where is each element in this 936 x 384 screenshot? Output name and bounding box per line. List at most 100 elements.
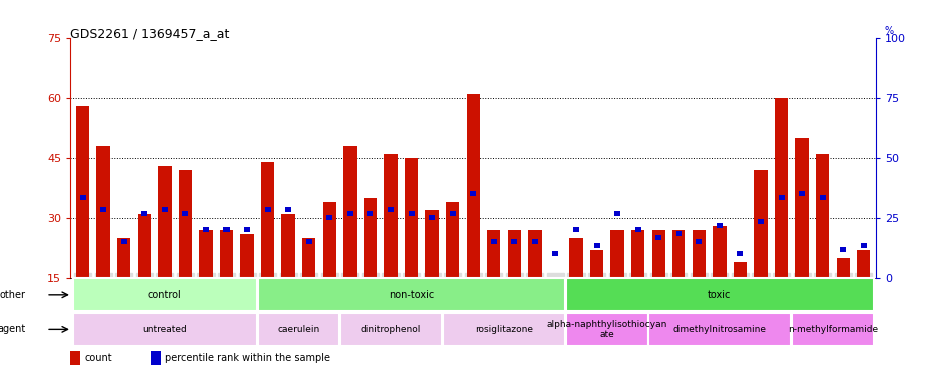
Bar [141,211,147,216]
Bar [791,313,872,346]
Bar [590,250,603,278]
Bar [408,211,414,216]
Bar [798,192,804,196]
Bar [695,239,702,244]
Bar [449,211,455,216]
Text: GDS2261 / 1369457_a_at: GDS2261 / 1369457_a_at [70,27,229,40]
Bar [367,211,373,216]
Bar [96,146,110,278]
Bar [490,239,496,244]
Bar [836,258,849,278]
Bar [592,243,599,248]
Bar [340,313,442,346]
Bar [162,207,168,212]
Bar [774,98,787,278]
Bar [326,215,332,220]
Bar [528,230,541,278]
Bar [737,251,742,256]
Bar [100,207,106,212]
Bar [388,207,393,212]
Bar [429,215,434,220]
Text: toxic: toxic [708,290,731,300]
Bar [257,313,339,346]
Bar [860,243,866,248]
Bar [203,227,209,232]
Bar [117,238,130,278]
Bar [651,230,665,278]
Bar [815,154,828,278]
Bar [138,214,151,278]
Bar [260,162,274,278]
Text: rosiglitazone: rosiglitazone [475,325,533,334]
Bar [609,230,623,278]
Bar [363,198,376,278]
Bar [243,227,250,232]
Bar [733,262,746,278]
Bar [712,226,725,278]
Bar [305,239,312,244]
Text: control: control [148,290,182,300]
Bar [795,138,808,278]
Bar [634,227,640,232]
Bar [343,146,356,278]
Bar [548,278,562,281]
Bar [425,210,438,278]
Bar [443,313,564,346]
Text: %: % [884,26,892,36]
Bar [487,230,500,278]
Bar [70,351,80,364]
Bar [322,202,336,278]
Bar [778,195,783,200]
Bar [648,313,791,346]
Text: caerulein: caerulein [277,325,319,334]
Bar [671,230,685,278]
Bar [840,247,845,252]
Bar [264,207,271,212]
Bar [446,202,459,278]
Bar [552,251,558,256]
Bar [630,230,644,278]
Bar [675,231,681,236]
Bar [281,214,295,278]
Bar [220,230,233,278]
Text: n-methylformamide: n-methylformamide [787,325,877,334]
Bar [507,230,520,278]
Bar [572,227,578,232]
Bar [76,106,89,278]
Text: alpha-naphthylisothiocyan
ate: alpha-naphthylisothiocyan ate [546,319,666,339]
Text: dinitrophenol: dinitrophenol [360,325,420,334]
Bar [654,235,661,240]
Bar [151,351,160,364]
Bar [753,170,767,278]
Bar [565,313,647,346]
Bar [241,234,254,278]
Bar [80,195,85,200]
Bar [346,211,353,216]
Bar [179,170,192,278]
Bar [285,207,291,212]
Bar [856,250,870,278]
Bar [224,227,229,232]
Text: dimethylnitrosamine: dimethylnitrosamine [672,325,766,334]
Bar [257,278,564,311]
Text: other: other [0,290,26,300]
Bar [569,238,582,278]
Bar [819,195,825,200]
Text: agent: agent [0,324,26,334]
Bar [613,211,620,216]
Bar [716,223,722,228]
Bar [384,154,397,278]
Bar [692,230,705,278]
Bar [183,211,188,216]
Bar [511,239,517,244]
Bar [532,239,537,244]
Text: untreated: untreated [142,325,187,334]
Bar [757,219,763,224]
Bar [158,166,171,278]
Bar [470,192,475,196]
Bar [404,158,417,278]
Text: non-toxic: non-toxic [388,290,433,300]
Bar [73,313,256,346]
Bar [73,278,256,311]
Bar [301,238,315,278]
